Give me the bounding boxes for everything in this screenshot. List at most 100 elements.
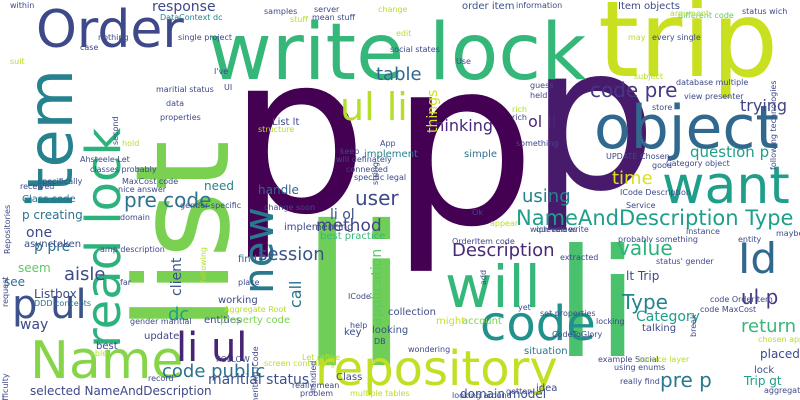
word-locking: locking [596,317,625,326]
word-service-layer: service layer [638,355,690,364]
word-hold: hold [122,139,140,148]
word-lot-refine: Let refine [302,353,340,362]
word-wich-values: wich values [530,225,577,234]
word-will-definately: will definately [336,155,392,164]
word-li-big-2: li [555,218,639,392]
word-p-ul: p ul [12,282,87,328]
word-p-pre: p pre [34,239,71,255]
word-code-pre: code pre [590,78,678,102]
word-placed: placed [760,347,800,361]
word-rich2: rich [512,105,527,114]
word-method: method [316,216,382,236]
word-repository: repository [315,341,558,397]
word-implementing: implementing [284,222,354,233]
word-aggregate: aggregate [764,386,800,395]
word-category: Category [636,309,700,325]
word-item-objects: Item objects [618,1,680,12]
word-extracted: extracted [560,253,599,262]
word-p-big-3: p [530,3,657,236]
word-data: data [166,99,185,108]
word-order-item: order item [462,1,515,12]
word-really-mean: really mean [292,381,340,390]
word-ui: UI [224,83,233,92]
word-record: record [148,374,174,383]
word-looking: looking [372,325,409,336]
word-li-ul: li ul [176,325,248,371]
word-li-big: li [300,184,409,400]
word-connected: connected [346,165,388,174]
word-write-lock: write lock [208,8,587,98]
word-listbox: Listbox [34,287,77,301]
word-probably-something: probably something [618,235,698,244]
word-one: one [26,225,53,241]
word-time: time [612,168,653,189]
word-nice-answer: nice answer [118,185,167,194]
word-selected-name: selected NameAndDescription [30,384,212,398]
word-looking-around: looking around [452,391,512,400]
word-thinking: thinking [428,116,494,135]
word-may: may [628,33,646,42]
word-li-ol: li ol [330,207,355,223]
word-seem: seem [18,261,51,275]
word-specifically: specifically [38,177,83,186]
word-handle: handle [258,183,299,197]
word-best: best [96,341,118,352]
word-ul-li: ul li [340,85,408,129]
word-change: change [378,5,408,14]
word-app: App [380,139,396,148]
word-asynctoken: asynctoken [24,239,82,250]
word-within: within [10,1,35,10]
word-wondering: wondering [408,345,451,354]
word-user: user [355,186,399,210]
word-things: things [425,89,441,133]
word-queued-write: queued write [536,225,589,234]
word-amp-description: amp description [100,245,165,254]
word-argument: argument [670,9,710,18]
word-edit: edit [396,29,412,38]
word-structure: structure [258,125,295,134]
word-name: Name [30,331,184,391]
word-instance: instance [686,227,720,236]
word-ol-li: ol li [528,112,557,131]
word-different-code: different code [678,11,734,20]
word-class: Class [336,372,363,383]
word-far: far [120,278,132,287]
word-really-find: really find [620,377,660,386]
word-status-gender: status' gender [656,257,714,266]
word-category-object: Category object [666,159,730,168]
word-response: response [152,0,216,15]
word-good: good [652,161,672,170]
word-code-maxcost: code MaxCost [700,305,757,314]
word-following: following [199,247,208,283]
word-id: Id [738,234,778,283]
word-icode: ICode [348,292,371,301]
word-update-chosen: UPDATE Chosen [606,152,670,161]
word-break: break [689,314,698,337]
word-server: server [314,5,340,14]
word-gender-specific: gender specific [180,201,242,210]
word-string: string [371,162,380,185]
word-session: session [258,244,325,265]
word-samples: samples [264,7,298,16]
word-dc: dc [168,304,190,325]
word-handled: handled [309,360,318,393]
word-store: store [652,103,673,112]
word-classes-probably: classes probably [90,165,157,174]
word-following-technologies: following technologies [769,80,778,170]
word-every-single: every single [652,33,701,42]
word-yet: yet [518,303,531,312]
word-suit: suit [10,57,25,66]
word-datacontext-dc: DataContext dc [160,13,223,22]
word-held: held [530,91,548,100]
word-gender-maritial: gender maritial [130,317,192,326]
word-problem: problem [300,389,334,398]
word-single-project: single project [178,33,232,42]
word-subject: subject [634,72,663,81]
word-entities: entities [204,315,242,326]
word-best-practice: best practice [320,231,386,242]
word-talking: talking [642,323,677,334]
word-inheriting-icode: inheriting ICode [251,346,260,400]
word-nothing: nothing [98,33,129,42]
word-lt-trip: lt Trip [626,269,660,283]
